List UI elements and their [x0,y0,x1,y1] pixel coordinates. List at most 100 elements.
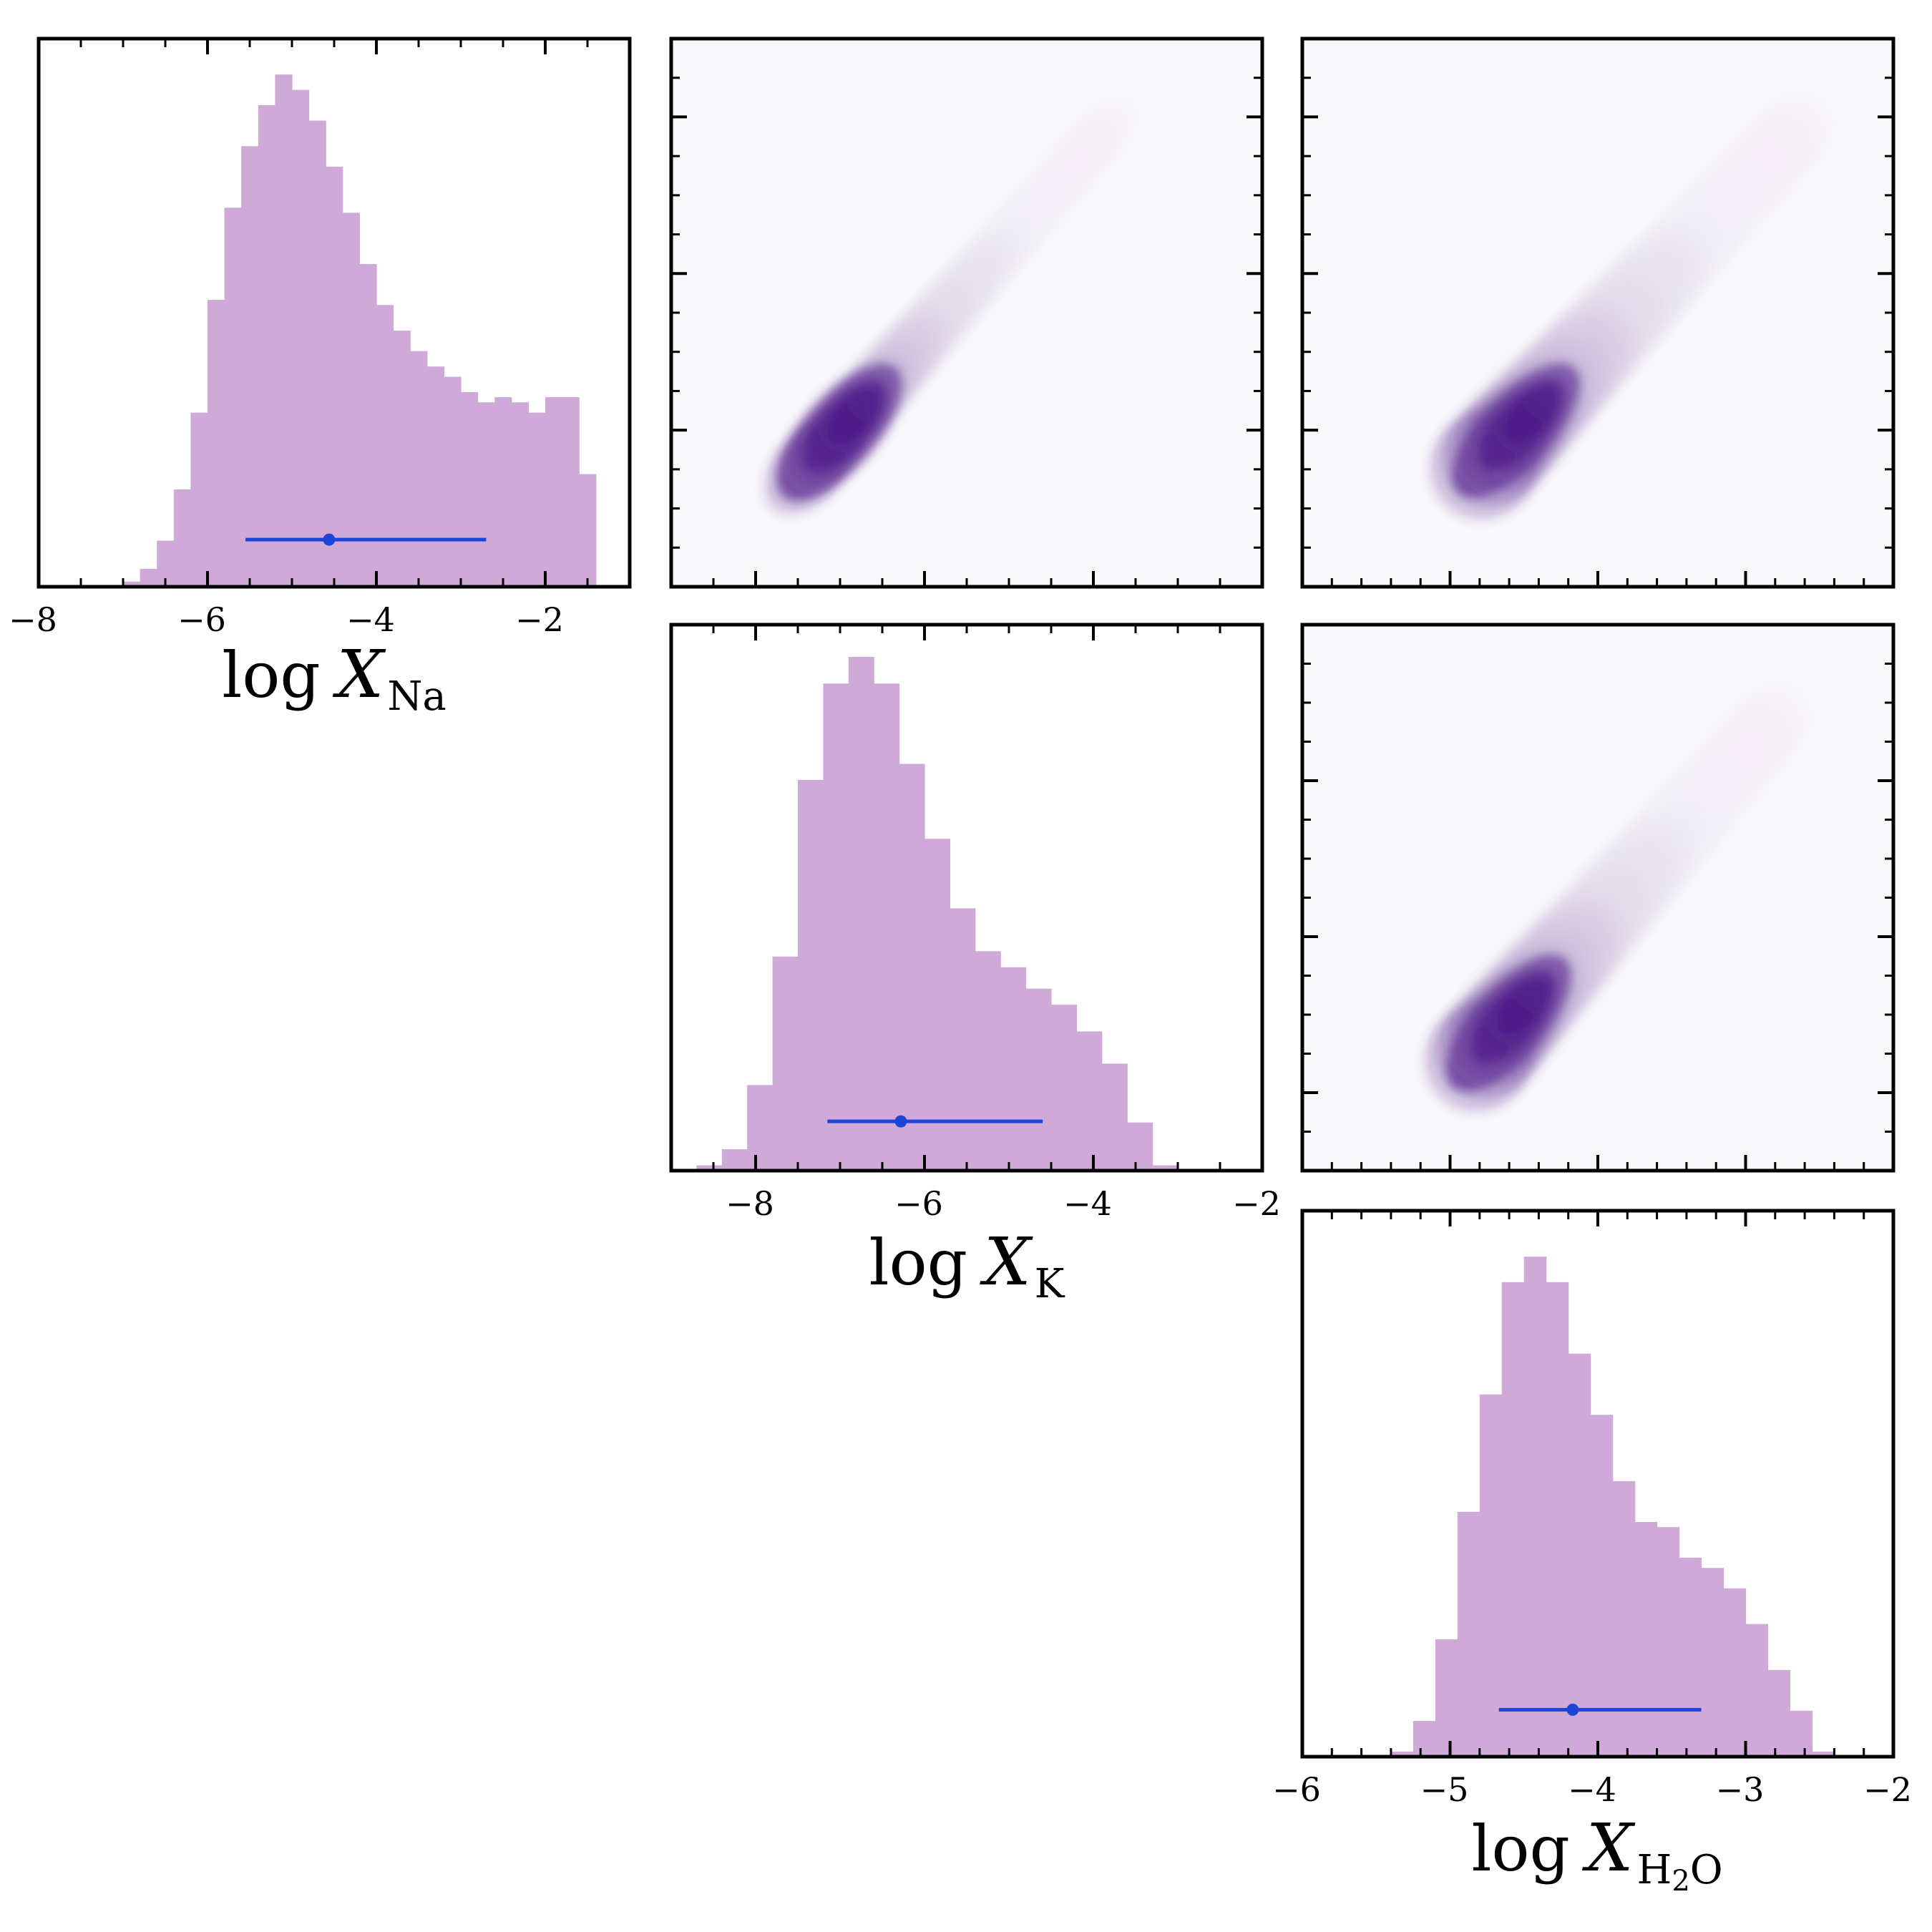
hist-k-tick-labels: −8 −6 −4 −2 [726,1184,1281,1223]
x-tick-label: −5 [1420,1770,1469,1809]
histogram-bar [1701,1568,1724,1757]
panel-contour-h2o-na [1300,36,1896,589]
xlabel-k: log X K [869,1224,1065,1307]
histogram-bar [1127,1122,1153,1171]
histogram-bar [511,402,529,587]
density-core [1497,980,1548,1035]
hist-k-frame [669,623,1264,1173]
hist-na-bars [123,74,597,587]
histogram-bar [848,656,874,1171]
histogram-bar [1025,988,1052,1171]
histogram-bar [899,763,925,1171]
density-core [828,389,879,444]
histogram-bar [1479,1394,1503,1757]
hist-h2o-tick-labels: −6 −5 −4 −3 −2 [1272,1770,1912,1809]
hist-h2o-frame [1300,1209,1896,1759]
histogram-bar [1568,1353,1591,1757]
panel-hist-h2o: −6 −5 −4 −3 −2 log X H2O [1272,1209,1912,1898]
histogram-bar [1076,1031,1103,1171]
hist-h2o-bars [1390,1257,1835,1757]
histogram-bar [258,105,275,587]
histogram-bar [721,1149,748,1171]
xlabel-na: log X Na [222,636,447,720]
histogram-bar [190,412,208,587]
x-tick-label: −4 [1568,1770,1616,1809]
panel-hist-na: −8 −6 −4 −2 log X Na [9,36,632,720]
histogram-bar [1101,1063,1128,1171]
median-marker [1566,1703,1579,1716]
histogram-bar [494,397,512,587]
xlabel-h2o-sub: H [1636,1847,1672,1893]
histogram-bar [1435,1639,1458,1757]
histogram-bar [1000,967,1027,1171]
histogram-bar [1457,1511,1480,1757]
xlabel-h2o-sub-digit: 2 [1672,1865,1689,1898]
histogram-bar [1523,1257,1547,1757]
xlabel-h2o-sub-rest: O [1690,1847,1723,1893]
panel-contour-k-na [669,36,1264,589]
x-tick-label: −8 [9,600,57,639]
histogram-bar [275,74,293,587]
histogram-bar [1501,1282,1525,1757]
histogram-bar [1634,1521,1658,1757]
histogram-bar [950,908,976,1171]
histogram-bar [1679,1557,1702,1757]
contour-k-na-ticks [671,77,1264,588]
histogram-bar [308,120,326,587]
histogram-bar [393,331,411,587]
xlabel-h2o: log X H2O [1471,1810,1722,1898]
histogram-bar [241,146,259,587]
density-level [1737,680,1813,757]
xlabel-na-base: log [222,638,320,712]
contour-h2o-na-frame [1300,36,1896,589]
histogram-bar [123,581,141,587]
histogram-bar [376,305,394,587]
hist-na-summary [245,533,487,546]
x-tick-label: −6 [177,600,226,639]
hist-h2o-summary [1498,1703,1702,1716]
x-tick-label: −4 [1063,1184,1112,1223]
contour-h2o-k-density [1302,625,1893,1171]
histogram-bar [1612,1480,1636,1757]
density-blobs [1428,90,1835,521]
density-level [1073,94,1138,163]
hist-k-bars [696,656,1179,1171]
histogram-bar [1051,1005,1077,1171]
histogram-bar [410,351,428,587]
density-blobs [763,94,1138,516]
x-tick-label: −8 [726,1184,774,1223]
density-blobs [1423,680,1813,1113]
density-level [1759,90,1835,167]
hist-k-summary [827,1115,1043,1128]
x-tick-label: −2 [515,600,564,639]
histogram-bar [528,412,546,587]
histogram-bar [1723,1588,1747,1757]
histogram-bar [579,474,597,587]
histogram-bar [1657,1527,1680,1757]
contour-k-na-frame [669,36,1264,589]
histogram-bar [326,166,343,587]
xlabel-k-sub: K [1035,1261,1065,1307]
panel-contour-h2o-k [1300,623,1896,1173]
histogram-bar [1546,1282,1569,1757]
panel-hist-k: −8 −6 −4 −2 log X K [669,623,1281,1307]
x-tick-label: −4 [346,600,395,639]
xlabel-h2o-var: X [1582,1810,1636,1886]
xlabel-na-sub: Na [387,673,446,720]
histogram-bar [1390,1751,1414,1757]
histogram-bar [772,956,799,1171]
contour-h2o-k-frame [1300,623,1896,1173]
median-marker [894,1115,907,1128]
histogram-bar [874,683,900,1171]
histogram-bar [1790,1710,1813,1757]
hist-na-frame [36,36,632,589]
xlabel-k-var: X [980,1224,1033,1300]
histogram-bar [1767,1669,1791,1757]
histogram-bar [208,300,225,587]
density-core [1505,388,1556,442]
histogram-bar [224,208,242,587]
histogram-bar [975,951,1001,1171]
histogram-bar [359,263,377,587]
x-tick-label: −2 [1232,1184,1281,1223]
